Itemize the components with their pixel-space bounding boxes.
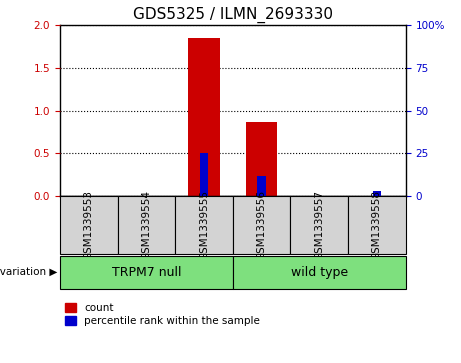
FancyBboxPatch shape [233,196,290,254]
FancyBboxPatch shape [233,256,406,289]
Title: GDS5325 / ILMN_2693330: GDS5325 / ILMN_2693330 [133,7,333,23]
Text: GSM1339553: GSM1339553 [84,190,94,260]
Text: GSM1339554: GSM1339554 [142,190,151,260]
Bar [188,38,220,196]
FancyBboxPatch shape [290,196,348,254]
Legend: count, percentile rank within the sample: count, percentile rank within the sample [65,303,260,326]
Bar [257,176,266,196]
Text: genotype/variation ▶: genotype/variation ▶ [0,267,57,277]
Text: GSM1339557: GSM1339557 [314,190,324,260]
Text: GSM1339558: GSM1339558 [372,190,382,260]
Text: GSM1339555: GSM1339555 [199,190,209,260]
Bar [246,122,278,196]
FancyBboxPatch shape [118,196,175,254]
FancyBboxPatch shape [60,256,233,289]
Text: GSM1339556: GSM1339556 [257,190,266,260]
Text: wild type: wild type [291,266,348,279]
FancyBboxPatch shape [175,196,233,254]
Bar [200,153,208,196]
Bar [372,191,381,196]
FancyBboxPatch shape [348,196,406,254]
Text: TRPM7 null: TRPM7 null [112,266,181,279]
FancyBboxPatch shape [60,196,118,254]
